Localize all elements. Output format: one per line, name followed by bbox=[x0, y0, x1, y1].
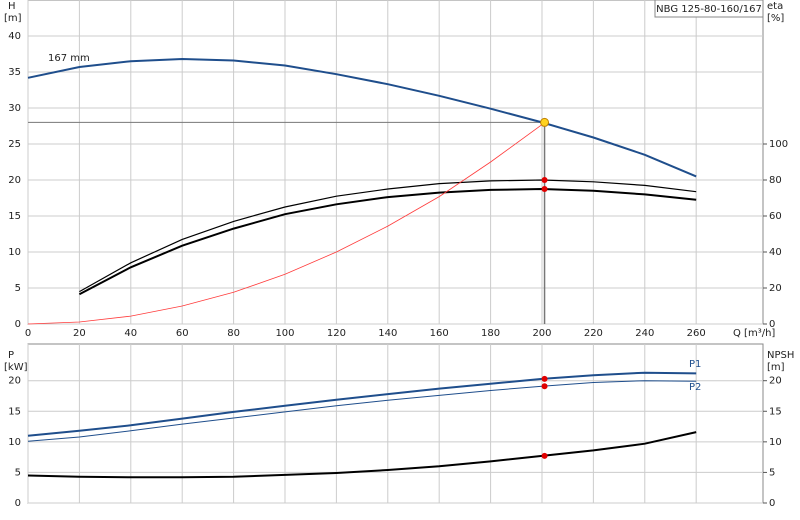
y2-axis-unit: [m] bbox=[767, 362, 785, 373]
x-tick-label: 60 bbox=[176, 328, 189, 339]
duty-marker bbox=[541, 177, 548, 183]
chart-title: NBG 125-80-160/167 bbox=[656, 4, 762, 15]
y2-tick-label: 20 bbox=[769, 283, 782, 294]
x-tick-label: 120 bbox=[327, 328, 346, 339]
y-tick-label: 10 bbox=[8, 247, 21, 258]
y2-axis-label: NPSH bbox=[767, 350, 794, 361]
y-axis-label: H bbox=[8, 1, 16, 12]
y-tick-label: 20 bbox=[8, 376, 21, 387]
series-line bbox=[27, 57, 697, 178]
x-tick-label: 80 bbox=[227, 328, 240, 339]
x-tick-label: 160 bbox=[430, 328, 449, 339]
x-tick-label: 20 bbox=[73, 328, 86, 339]
series-line bbox=[78, 187, 697, 296]
curve-label: 167 mm bbox=[48, 53, 90, 64]
x-tick-label: 40 bbox=[124, 328, 137, 339]
y2-tick-label: 60 bbox=[769, 211, 782, 222]
x-tick-label: 0 bbox=[25, 328, 31, 339]
series-line bbox=[27, 124, 543, 325]
y2-tick-label: 100 bbox=[769, 139, 788, 150]
y2-tick-label: 15 bbox=[769, 406, 782, 417]
y-tick-label: 15 bbox=[8, 406, 21, 417]
x-tick-label: 220 bbox=[584, 328, 603, 339]
x-tick-label: 140 bbox=[378, 328, 397, 339]
duty-marker bbox=[541, 375, 548, 382]
title-box bbox=[654, 0, 764, 18]
y-axis-unit: [m] bbox=[4, 13, 22, 24]
y2-tick-label: 20 bbox=[769, 376, 782, 387]
duty-marker bbox=[541, 383, 548, 390]
duty-marker bbox=[541, 452, 548, 459]
series-line bbox=[27, 380, 697, 442]
duty-marker bbox=[541, 186, 548, 192]
y-tick-label: 35 bbox=[8, 67, 21, 78]
y-tick-label: 20 bbox=[8, 175, 21, 186]
y-tick-label: 5 bbox=[15, 283, 21, 294]
y2-tick-label: 10 bbox=[769, 437, 782, 448]
y-axis-label: P bbox=[8, 350, 14, 361]
y-tick-label: 40 bbox=[8, 31, 21, 42]
x-tick-label: 240 bbox=[635, 328, 654, 339]
y-tick-label: 5 bbox=[15, 467, 21, 478]
legend-label: P2 bbox=[689, 382, 701, 393]
y2-tick-label: 0 bbox=[769, 319, 775, 330]
y-tick-label: 0 bbox=[15, 319, 21, 330]
y-tick-label: 15 bbox=[8, 211, 21, 222]
y2-tick-label: 80 bbox=[769, 175, 782, 186]
x-axis-label: Q [m³/h] bbox=[733, 328, 775, 339]
series-line bbox=[27, 371, 697, 437]
series-line bbox=[27, 431, 697, 479]
x-tick-label: 180 bbox=[481, 328, 500, 339]
y2-tick-label: 5 bbox=[769, 467, 775, 478]
y-tick-label: 0 bbox=[15, 498, 21, 509]
y-tick-label: 30 bbox=[8, 103, 21, 114]
y-axis-unit: [kW] bbox=[4, 362, 28, 373]
plot-area bbox=[27, 0, 764, 325]
x-tick-label: 260 bbox=[687, 328, 706, 339]
y-tick-label: 10 bbox=[8, 437, 21, 448]
x-tick-label: 100 bbox=[275, 328, 294, 339]
y-tick-label: 25 bbox=[8, 139, 21, 150]
x-tick-label: 200 bbox=[532, 328, 551, 339]
legend-label: P1 bbox=[689, 359, 701, 370]
y2-tick-label: 0 bbox=[769, 498, 775, 509]
y2-axis-label: eta bbox=[767, 1, 783, 12]
y2-axis-unit: [%] bbox=[767, 13, 784, 24]
y2-tick-label: 40 bbox=[769, 247, 782, 258]
duty-point bbox=[540, 117, 550, 127]
series-line bbox=[79, 179, 697, 293]
